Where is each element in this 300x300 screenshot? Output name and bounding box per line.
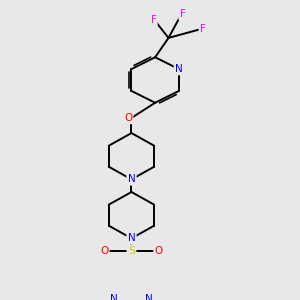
Text: N: N [175,64,183,74]
Text: N: N [128,174,135,184]
Text: N: N [146,294,153,300]
Text: F: F [200,25,206,34]
Text: F: F [180,9,185,19]
Text: O: O [100,246,108,256]
Text: N: N [128,233,135,243]
Text: N: N [110,294,118,300]
Text: O: O [124,113,132,123]
Text: S: S [128,246,135,256]
Text: O: O [154,246,163,256]
Text: F: F [151,15,156,25]
